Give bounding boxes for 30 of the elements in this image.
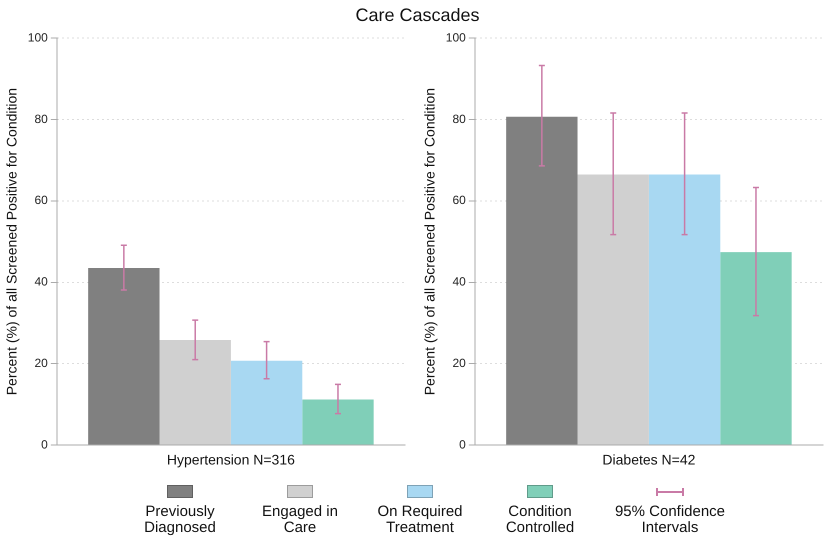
x-axis-title: Diabetes N=42 — [602, 451, 696, 468]
y-tick-label: 0 — [459, 437, 466, 452]
bar — [160, 340, 231, 444]
y-tick-label: 20 — [34, 356, 48, 370]
legend-label: Condition Controlled — [504, 503, 576, 536]
text: 95% Confidence Intervals — [614, 503, 726, 536]
y-tick-label: 100 — [446, 30, 466, 45]
y-axis-title: Percent (%) of all Screened Positive for Condition — [421, 88, 438, 396]
bar — [506, 116, 578, 444]
y-tick-label: 40 — [34, 274, 48, 289]
bar — [302, 399, 374, 444]
legend-label: Previously Diagnosed — [143, 503, 217, 536]
x-axis-title: Hypertension N=316 — [166, 451, 296, 468]
y-tick-label: 20 — [452, 356, 466, 370]
bar — [230, 360, 302, 444]
y-tick-label: 60 — [34, 193, 48, 208]
legend-label: On Required Treatment — [376, 503, 464, 536]
y-axis-title: Percent (%) of all Screened Positive for Condition — [3, 88, 20, 396]
y-tick-label: 40 — [452, 274, 466, 289]
bar — [720, 252, 792, 444]
y-tick-label: 80 — [452, 112, 466, 126]
y-tick-label: 80 — [34, 112, 48, 126]
bar — [88, 268, 160, 444]
bar — [648, 174, 720, 444]
chart-title: Care Cascades — [354, 5, 481, 26]
y-tick-label: 0 — [41, 437, 48, 452]
bar — [578, 174, 649, 444]
legend-label: Engaged in Care — [261, 503, 339, 536]
y-tick-label: 100 — [28, 30, 48, 45]
y-tick-label: 60 — [452, 193, 466, 208]
